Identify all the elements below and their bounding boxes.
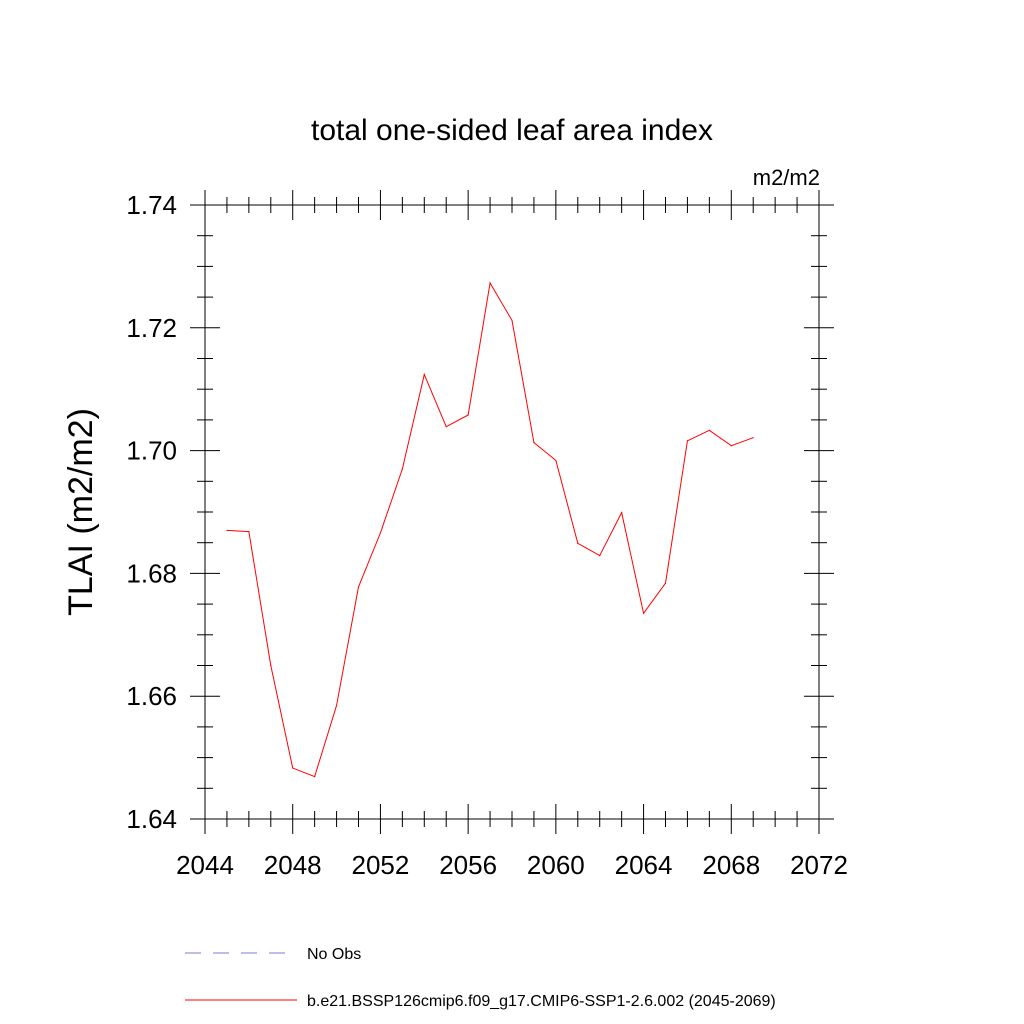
x-tick-label: 2044 — [176, 850, 234, 880]
x-tick-label: 2056 — [439, 850, 497, 880]
chart-title: total one-sided leaf area index — [311, 114, 713, 147]
data-point — [314, 776, 316, 778]
data-point — [226, 529, 228, 532]
y-tick-label: 1.68 — [126, 558, 177, 588]
y-tick-label: 1.66 — [126, 681, 177, 711]
data-point — [599, 554, 601, 557]
x-tick-label: 2072 — [790, 850, 848, 880]
legend-label-model-run: b.e21.BSSP126cmip6.f09_g17.CMIP6-SSP1-2.… — [307, 993, 776, 1010]
data-point — [467, 414, 469, 416]
data-point — [248, 531, 250, 533]
axis-ticks — [190, 190, 834, 834]
data-point — [555, 459, 557, 462]
data-point — [489, 282, 491, 284]
data-point — [511, 319, 513, 322]
data-point — [379, 532, 382, 534]
y-axis-label: TLAI (m2/m2) — [62, 408, 100, 616]
data-point — [752, 437, 754, 439]
legend-label-no-obs: No Obs — [307, 946, 361, 963]
y-tick-label: 1.72 — [126, 313, 177, 343]
y-tick-label: 1.64 — [126, 804, 177, 834]
data-point — [423, 373, 425, 376]
data-point — [401, 468, 403, 470]
y-tick-label: 1.70 — [126, 436, 177, 466]
data-point — [642, 612, 645, 614]
units-label: m2/m2 — [753, 165, 820, 190]
data-point — [730, 445, 732, 447]
data-point — [664, 582, 667, 584]
data-point — [292, 767, 294, 769]
data-point — [708, 429, 710, 431]
series-line — [226, 281, 754, 778]
data-point — [577, 542, 579, 544]
x-tick-label: 2064 — [615, 850, 673, 880]
data-point — [357, 586, 360, 588]
data-point — [686, 440, 689, 442]
legend: No Obs b.e21.BSSP126cmip6.f09_g17.CMIP6-… — [185, 946, 776, 1010]
data-point — [621, 512, 623, 514]
axis-tick-labels: 2044 2048 2052 2056 2060 2064 2068 2072 1.64 1.66… — [126, 190, 848, 880]
x-tick-label: 2048 — [264, 850, 322, 880]
plot-frame — [204, 204, 820, 820]
x-tick-label: 2052 — [352, 850, 410, 880]
data-point — [335, 704, 338, 707]
data-point — [445, 426, 447, 428]
data-point — [533, 442, 535, 444]
y-tick-label: 1.74 — [126, 190, 177, 220]
x-tick-label: 2060 — [527, 850, 585, 880]
series-group — [226, 281, 754, 778]
x-tick-label: 2068 — [702, 850, 760, 880]
data-point — [270, 664, 272, 667]
